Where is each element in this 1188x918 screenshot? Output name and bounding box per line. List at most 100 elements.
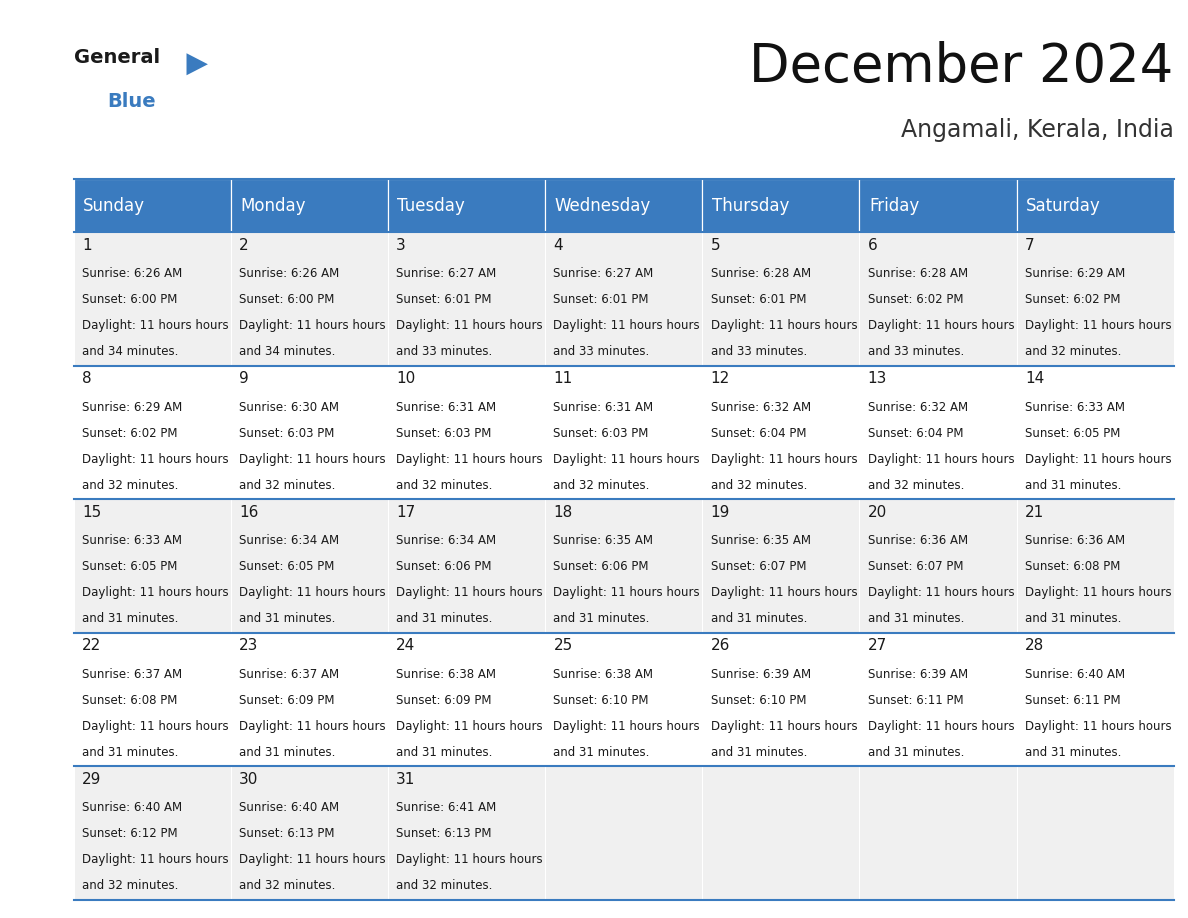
Text: Sunrise: 6:29 AM: Sunrise: 6:29 AM bbox=[82, 400, 182, 414]
Bar bbox=[74, 232, 230, 365]
Text: Sunrise: 6:35 AM: Sunrise: 6:35 AM bbox=[710, 534, 810, 547]
Text: Sunrise: 6:32 AM: Sunrise: 6:32 AM bbox=[867, 400, 968, 414]
Bar bbox=[388, 499, 545, 633]
Text: Sunset: 6:00 PM: Sunset: 6:00 PM bbox=[239, 293, 335, 307]
Bar bbox=[230, 499, 388, 633]
Text: and 31 minutes.: and 31 minutes. bbox=[1025, 478, 1121, 492]
Bar bbox=[545, 232, 702, 365]
Bar bbox=[74, 499, 230, 633]
Text: Wednesday: Wednesday bbox=[555, 196, 651, 215]
Text: 6: 6 bbox=[867, 238, 878, 252]
Text: Sunday: Sunday bbox=[83, 196, 145, 215]
Text: 16: 16 bbox=[239, 505, 259, 520]
Text: 3: 3 bbox=[397, 238, 406, 252]
Bar bbox=[859, 633, 1017, 767]
Text: Daylight: 11 hours hours: Daylight: 11 hours hours bbox=[239, 586, 386, 599]
Bar bbox=[74, 767, 230, 900]
Text: Sunrise: 6:26 AM: Sunrise: 6:26 AM bbox=[82, 267, 182, 280]
Text: 21: 21 bbox=[1025, 505, 1044, 520]
Bar bbox=[702, 232, 859, 365]
Text: Daylight: 11 hours hours: Daylight: 11 hours hours bbox=[239, 853, 386, 866]
Text: Daylight: 11 hours hours: Daylight: 11 hours hours bbox=[397, 853, 543, 866]
Text: Sunset: 6:13 PM: Sunset: 6:13 PM bbox=[397, 827, 492, 840]
Text: Daylight: 11 hours hours: Daylight: 11 hours hours bbox=[82, 853, 228, 866]
Text: 27: 27 bbox=[867, 638, 887, 654]
Text: and 33 minutes.: and 33 minutes. bbox=[710, 345, 807, 358]
Text: Sunset: 6:08 PM: Sunset: 6:08 PM bbox=[1025, 560, 1120, 573]
Text: Angamali, Kerala, India: Angamali, Kerala, India bbox=[901, 118, 1174, 141]
Text: 7: 7 bbox=[1025, 238, 1035, 252]
Text: Sunset: 6:05 PM: Sunset: 6:05 PM bbox=[239, 560, 335, 573]
Text: 18: 18 bbox=[554, 505, 573, 520]
Text: and 31 minutes.: and 31 minutes. bbox=[82, 745, 178, 758]
Text: Daylight: 11 hours hours: Daylight: 11 hours hours bbox=[397, 586, 543, 599]
Text: 14: 14 bbox=[1025, 371, 1044, 386]
Bar bbox=[702, 499, 859, 633]
Text: Sunset: 6:01 PM: Sunset: 6:01 PM bbox=[710, 293, 807, 307]
Text: Sunrise: 6:31 AM: Sunrise: 6:31 AM bbox=[554, 400, 653, 414]
Text: Sunrise: 6:37 AM: Sunrise: 6:37 AM bbox=[239, 667, 340, 680]
Bar bbox=[859, 767, 1017, 900]
Text: Sunrise: 6:34 AM: Sunrise: 6:34 AM bbox=[397, 534, 497, 547]
Text: 12: 12 bbox=[710, 371, 729, 386]
Text: Daylight: 11 hours hours: Daylight: 11 hours hours bbox=[554, 319, 700, 332]
Text: Sunrise: 6:38 AM: Sunrise: 6:38 AM bbox=[554, 667, 653, 680]
Text: Sunrise: 6:33 AM: Sunrise: 6:33 AM bbox=[82, 534, 182, 547]
Text: Sunrise: 6:29 AM: Sunrise: 6:29 AM bbox=[1025, 267, 1125, 280]
Text: Thursday: Thursday bbox=[712, 196, 789, 215]
Text: Sunrise: 6:31 AM: Sunrise: 6:31 AM bbox=[397, 400, 497, 414]
Text: and 34 minutes.: and 34 minutes. bbox=[82, 345, 178, 358]
Text: Sunset: 6:02 PM: Sunset: 6:02 PM bbox=[1025, 293, 1120, 307]
Bar bbox=[545, 633, 702, 767]
Text: and 31 minutes.: and 31 minutes. bbox=[239, 745, 335, 758]
Bar bbox=[230, 179, 388, 232]
Text: Sunrise: 6:27 AM: Sunrise: 6:27 AM bbox=[397, 267, 497, 280]
Text: 1: 1 bbox=[82, 238, 91, 252]
Text: and 32 minutes.: and 32 minutes. bbox=[867, 478, 965, 492]
Text: Sunset: 6:04 PM: Sunset: 6:04 PM bbox=[710, 427, 807, 440]
Bar bbox=[230, 232, 388, 365]
Text: Daylight: 11 hours hours: Daylight: 11 hours hours bbox=[239, 319, 386, 332]
Text: Sunset: 6:07 PM: Sunset: 6:07 PM bbox=[710, 560, 807, 573]
Text: and 32 minutes.: and 32 minutes. bbox=[397, 478, 493, 492]
Bar bbox=[859, 179, 1017, 232]
Text: and 31 minutes.: and 31 minutes. bbox=[867, 745, 965, 758]
Text: Sunrise: 6:26 AM: Sunrise: 6:26 AM bbox=[239, 267, 340, 280]
Text: and 31 minutes.: and 31 minutes. bbox=[397, 612, 493, 625]
Text: Daylight: 11 hours hours: Daylight: 11 hours hours bbox=[397, 720, 543, 733]
Text: Sunset: 6:04 PM: Sunset: 6:04 PM bbox=[867, 427, 963, 440]
Text: Daylight: 11 hours hours: Daylight: 11 hours hours bbox=[710, 453, 858, 465]
Text: Daylight: 11 hours hours: Daylight: 11 hours hours bbox=[710, 720, 858, 733]
Bar bbox=[388, 767, 545, 900]
Bar bbox=[388, 365, 545, 499]
Bar bbox=[1017, 767, 1174, 900]
Bar bbox=[1017, 365, 1174, 499]
Polygon shape bbox=[187, 53, 208, 75]
Text: and 31 minutes.: and 31 minutes. bbox=[239, 612, 335, 625]
Text: Sunrise: 6:41 AM: Sunrise: 6:41 AM bbox=[397, 801, 497, 814]
Bar bbox=[74, 365, 230, 499]
Text: Sunset: 6:08 PM: Sunset: 6:08 PM bbox=[82, 694, 177, 707]
Text: Sunset: 6:11 PM: Sunset: 6:11 PM bbox=[867, 694, 963, 707]
Text: and 34 minutes.: and 34 minutes. bbox=[239, 345, 335, 358]
Text: Sunset: 6:03 PM: Sunset: 6:03 PM bbox=[397, 427, 492, 440]
Text: Sunrise: 6:35 AM: Sunrise: 6:35 AM bbox=[554, 534, 653, 547]
Text: Sunrise: 6:30 AM: Sunrise: 6:30 AM bbox=[239, 400, 339, 414]
Text: and 31 minutes.: and 31 minutes. bbox=[710, 745, 807, 758]
Text: Sunset: 6:01 PM: Sunset: 6:01 PM bbox=[554, 293, 649, 307]
Text: Daylight: 11 hours hours: Daylight: 11 hours hours bbox=[1025, 720, 1171, 733]
Text: Sunrise: 6:36 AM: Sunrise: 6:36 AM bbox=[867, 534, 968, 547]
Text: Daylight: 11 hours hours: Daylight: 11 hours hours bbox=[867, 453, 1015, 465]
Text: 9: 9 bbox=[239, 371, 248, 386]
Text: 4: 4 bbox=[554, 238, 563, 252]
Text: 17: 17 bbox=[397, 505, 416, 520]
Text: Daylight: 11 hours hours: Daylight: 11 hours hours bbox=[867, 720, 1015, 733]
Text: Daylight: 11 hours hours: Daylight: 11 hours hours bbox=[397, 319, 543, 332]
Text: Sunrise: 6:39 AM: Sunrise: 6:39 AM bbox=[710, 667, 810, 680]
Text: 22: 22 bbox=[82, 638, 101, 654]
Text: and 32 minutes.: and 32 minutes. bbox=[710, 478, 807, 492]
Text: Sunset: 6:03 PM: Sunset: 6:03 PM bbox=[239, 427, 335, 440]
Text: 15: 15 bbox=[82, 505, 101, 520]
Text: Daylight: 11 hours hours: Daylight: 11 hours hours bbox=[554, 720, 700, 733]
Bar bbox=[859, 365, 1017, 499]
